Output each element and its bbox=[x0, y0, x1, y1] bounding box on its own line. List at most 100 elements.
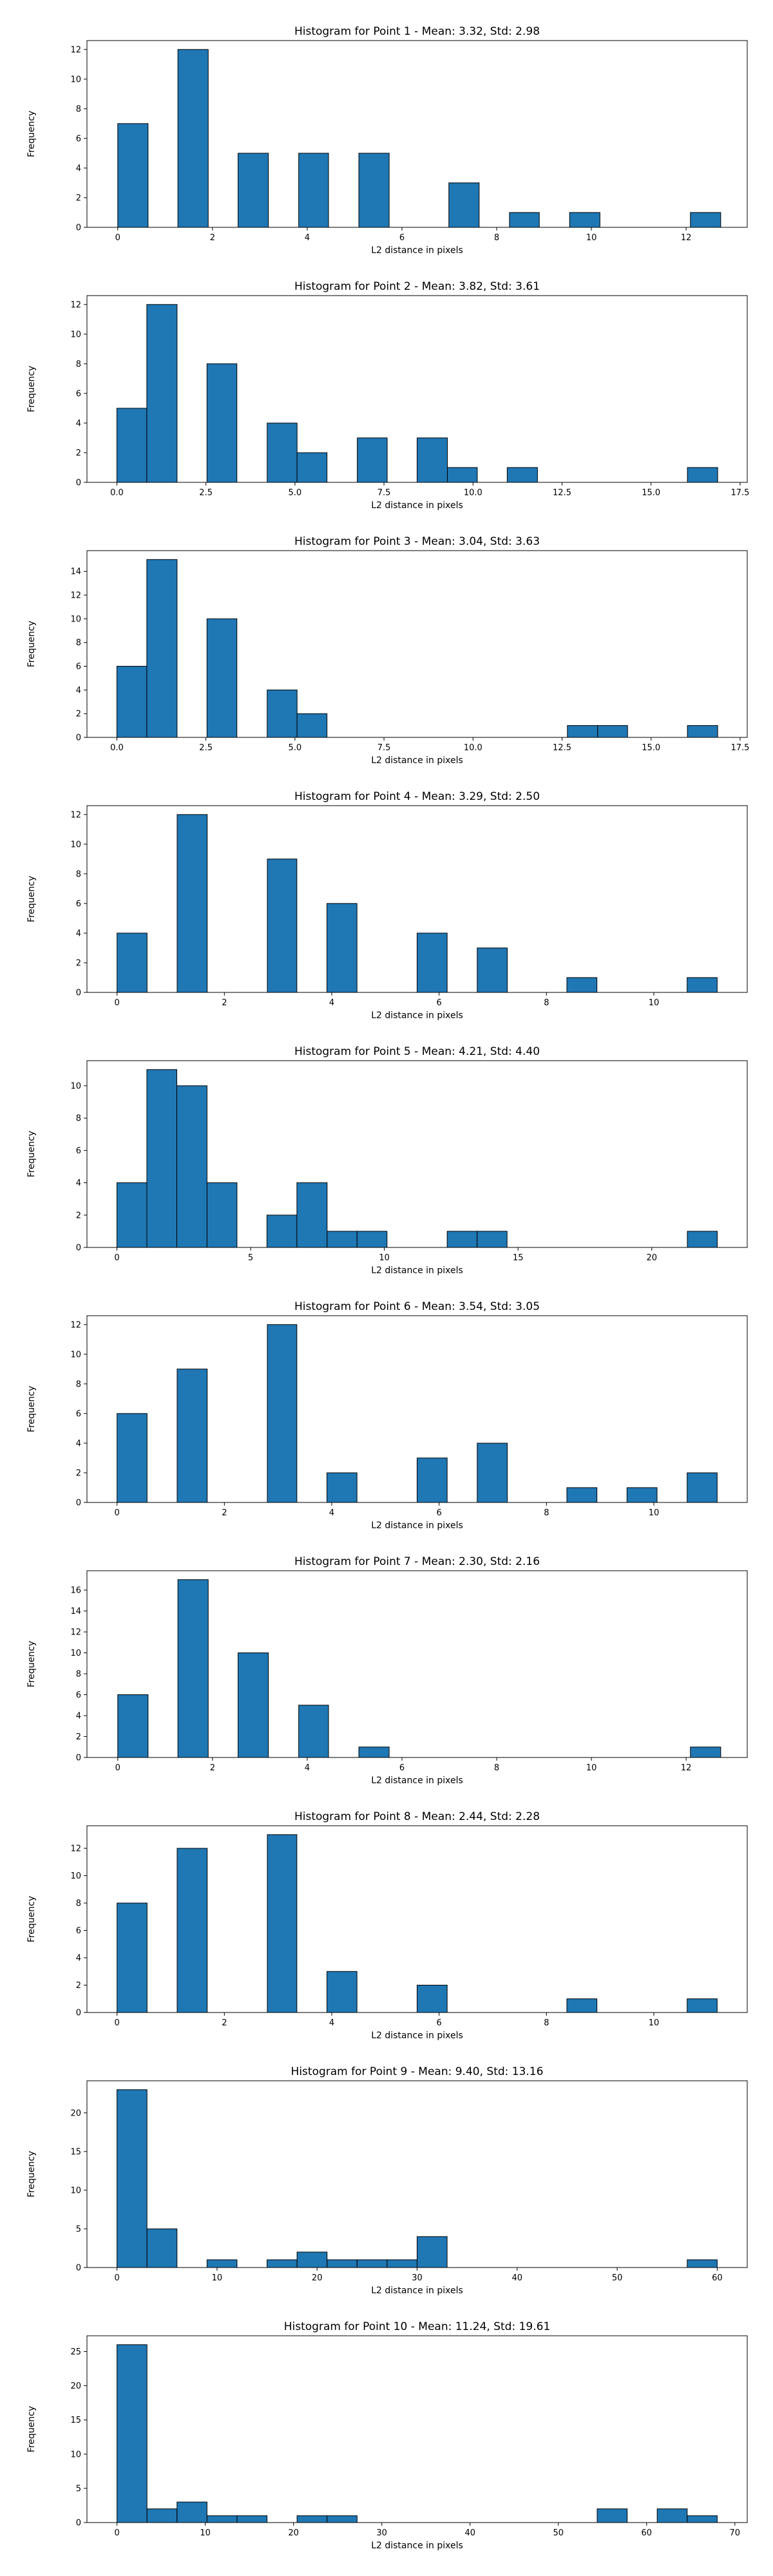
plot-frame bbox=[86, 295, 748, 483]
y-tick-label: 12 bbox=[70, 1628, 81, 1638]
histogram-bar bbox=[296, 452, 328, 483]
histogram-bar bbox=[327, 903, 358, 993]
x-tick-label: 2 bbox=[222, 1508, 227, 1518]
histogram-bar bbox=[238, 1653, 269, 1758]
y-tick-label: 8 bbox=[76, 1379, 81, 1389]
y-axis-label: Frequency bbox=[26, 621, 37, 667]
y-tick-label: 10 bbox=[70, 330, 81, 339]
y-tick-label: 5 bbox=[76, 2224, 81, 2234]
x-tick-label: 4 bbox=[329, 998, 334, 1008]
x-tick-label: 30 bbox=[376, 2528, 387, 2538]
y-tick-label: 25 bbox=[70, 2347, 81, 2357]
x-tick-label: 10 bbox=[200, 2528, 211, 2538]
x-tick-label: 60 bbox=[712, 2273, 723, 2283]
histogram-bar bbox=[687, 2515, 718, 2523]
histogram-bar bbox=[117, 2089, 148, 2268]
plot-frame bbox=[86, 40, 748, 228]
x-tick-label: 70 bbox=[730, 2528, 741, 2538]
histogram-bar bbox=[690, 1747, 721, 1758]
chart-title: Histogram for Point 2 - Mean: 3.82, Std:… bbox=[294, 280, 540, 293]
y-axis-label: Frequency bbox=[26, 1641, 37, 1687]
chart-title: Histogram for Point 4 - Mean: 3.29, Std:… bbox=[294, 790, 540, 803]
y-tick-label: 2 bbox=[76, 1468, 81, 1478]
histogram-bar bbox=[177, 49, 209, 228]
y-tick-label: 4 bbox=[76, 419, 81, 428]
x-tick-label: 6 bbox=[399, 233, 405, 243]
x-axis-label: L2 distance in pixels bbox=[371, 1776, 463, 1786]
x-tick-label: 5.0 bbox=[289, 488, 302, 498]
histogram-bar bbox=[146, 559, 178, 738]
histogram-bar bbox=[477, 1231, 508, 1248]
chart-panel-8: Histogram for Point 8 - Mean: 2.44, Std:… bbox=[26, 1810, 748, 2041]
y-tick-label: 10 bbox=[70, 614, 81, 624]
histogram-bar bbox=[146, 2228, 178, 2268]
chart-panel-7: Histogram for Point 7 - Mean: 2.30, Std:… bbox=[26, 1555, 748, 1786]
chart-title: Histogram for Point 8 - Mean: 2.44, Std:… bbox=[294, 1810, 540, 1823]
x-tick-label: 20 bbox=[312, 2273, 323, 2283]
histogram-bar bbox=[177, 814, 208, 993]
x-tick-label: 40 bbox=[464, 2528, 475, 2538]
histogram-bar bbox=[506, 467, 538, 483]
y-tick-label: 10 bbox=[70, 1871, 81, 1881]
y-tick-label: 4 bbox=[76, 686, 81, 696]
histogram-bar bbox=[267, 1324, 298, 1503]
x-tick-label: 4 bbox=[329, 2018, 334, 2028]
plot-frame bbox=[86, 805, 748, 993]
x-axis-label: L2 distance in pixels bbox=[371, 755, 463, 766]
chart-panel-10: Histogram for Point 10 - Mean: 11.24, St… bbox=[26, 2320, 748, 2551]
y-tick-label: 14 bbox=[70, 567, 81, 577]
x-tick-label: 0 bbox=[115, 2018, 120, 2028]
histogram-bar bbox=[417, 933, 448, 993]
y-tick-label: 8 bbox=[76, 869, 81, 879]
y-tick-label: 10 bbox=[70, 1649, 81, 1658]
histogram-bar bbox=[116, 408, 148, 483]
histogram-bar bbox=[146, 1069, 177, 1248]
histogram-bar bbox=[117, 1413, 148, 1503]
histogram-bar bbox=[417, 1985, 448, 2013]
y-tick-label: 8 bbox=[76, 638, 81, 648]
histogram-bar bbox=[296, 2515, 328, 2523]
x-tick-label: 2.5 bbox=[199, 488, 213, 498]
x-tick-label: 4 bbox=[305, 233, 310, 243]
histogram-bar bbox=[146, 2508, 178, 2523]
y-tick-label: 0 bbox=[76, 734, 81, 743]
histogram-bar bbox=[177, 2501, 207, 2523]
y-tick-label: 4 bbox=[76, 164, 81, 173]
y-tick-label: 2 bbox=[76, 1981, 81, 1991]
y-tick-label: 0 bbox=[76, 1499, 81, 1508]
x-tick-label: 12.5 bbox=[553, 743, 571, 753]
chart-panel-2: Histogram for Point 2 - Mean: 3.82, Std:… bbox=[26, 280, 749, 511]
y-tick-label: 8 bbox=[76, 104, 81, 114]
histogram-bar bbox=[567, 725, 598, 738]
histogram-bar bbox=[266, 1215, 298, 1248]
x-tick-label: 50 bbox=[612, 2273, 623, 2283]
histogram-bar bbox=[477, 947, 508, 993]
histogram-bar bbox=[117, 1902, 148, 2013]
chart-title: Histogram for Point 10 - Mean: 11.24, St… bbox=[284, 2320, 551, 2333]
x-tick-label: 6 bbox=[437, 998, 442, 1008]
histogram-bar bbox=[267, 422, 298, 483]
histogram-bar bbox=[298, 1705, 329, 1758]
histogram-bar bbox=[509, 212, 540, 228]
x-tick-label: 10.0 bbox=[464, 488, 482, 498]
chart-title: Histogram for Point 6 - Mean: 3.54, Std:… bbox=[294, 1300, 540, 1313]
histogram-bar bbox=[358, 1747, 390, 1758]
histogram-bar bbox=[206, 1182, 238, 1248]
y-tick-label: 10 bbox=[70, 1081, 81, 1091]
y-tick-label: 2 bbox=[76, 958, 81, 968]
histogram-bar bbox=[656, 2508, 688, 2523]
y-tick-label: 0 bbox=[76, 478, 81, 488]
x-tick-label: 8 bbox=[544, 998, 549, 1008]
histogram-bar bbox=[296, 1182, 328, 1248]
y-tick-label: 12 bbox=[70, 591, 81, 601]
x-axis-label: L2 distance in pixels bbox=[371, 500, 463, 511]
x-tick-label: 5.0 bbox=[289, 743, 302, 753]
y-tick-label: 15 bbox=[70, 2147, 81, 2157]
y-tick-label: 8 bbox=[76, 1899, 81, 1909]
y-tick-label: 2 bbox=[76, 193, 81, 203]
histogram-bar bbox=[327, 1231, 358, 1248]
histogram-bar bbox=[448, 182, 480, 228]
histogram-bar bbox=[146, 304, 178, 483]
x-tick-label: 2 bbox=[210, 233, 215, 243]
y-tick-label: 6 bbox=[76, 1146, 81, 1156]
